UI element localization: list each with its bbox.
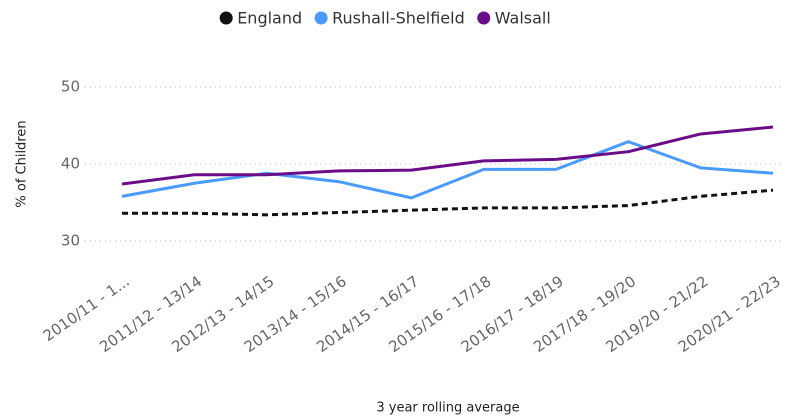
legend-marker xyxy=(219,11,233,25)
y-axis-label: % of Children xyxy=(15,120,30,207)
series-line xyxy=(121,125,774,186)
y-tick-label: 50 xyxy=(61,78,80,96)
legend-marker xyxy=(477,11,491,25)
series-line xyxy=(122,188,774,217)
legend: England Rushall-Shelfield Walsall xyxy=(219,9,551,28)
legend-marker xyxy=(314,11,328,25)
legend-label: Walsall xyxy=(495,9,551,28)
y-tick-label: 40 xyxy=(61,155,80,173)
x-axis-label: 3 year rolling average xyxy=(376,401,519,416)
series-line xyxy=(121,140,774,200)
legend-label: Rushall-Shelfield xyxy=(332,9,465,28)
legend-label: England xyxy=(237,9,302,28)
y-tick-label: 30 xyxy=(61,232,80,250)
